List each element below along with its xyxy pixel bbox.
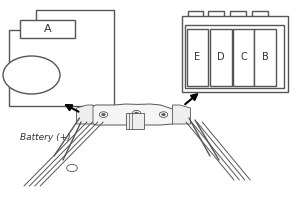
Text: B: B [262, 52, 269, 62]
Polygon shape [172, 105, 190, 124]
Bar [230, 11, 246, 21]
Bar [232, 29, 254, 86]
Circle shape [162, 113, 165, 116]
Text: Battery (+): Battery (+) [20, 132, 70, 142]
Circle shape [3, 56, 60, 94]
Bar [210, 29, 232, 86]
Bar [208, 11, 224, 21]
Circle shape [135, 112, 138, 114]
Text: C: C [240, 52, 247, 62]
Polygon shape [85, 104, 180, 125]
Bar [20, 20, 75, 38]
Circle shape [99, 112, 108, 117]
Circle shape [67, 164, 77, 172]
Bar [254, 29, 276, 86]
Bar [185, 25, 284, 88]
Text: D: D [217, 52, 225, 62]
Circle shape [159, 112, 168, 117]
Text: A: A [44, 24, 51, 34]
Text: E: E [194, 52, 201, 62]
Polygon shape [9, 10, 114, 106]
Circle shape [132, 110, 141, 116]
Bar [187, 29, 208, 86]
Bar [126, 113, 144, 129]
Bar [188, 11, 203, 21]
Circle shape [102, 113, 105, 116]
Polygon shape [76, 105, 93, 124]
Bar [252, 11, 268, 21]
Bar [182, 16, 288, 92]
